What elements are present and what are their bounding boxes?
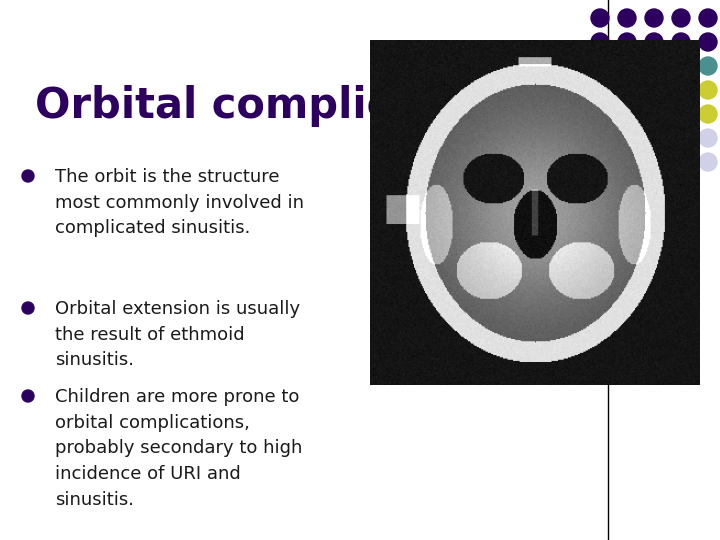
Circle shape <box>591 105 609 123</box>
Text: Children are more prone to
orbital complications,
probably secondary to high
inc: Children are more prone to orbital compl… <box>55 388 302 509</box>
Circle shape <box>699 57 717 75</box>
Circle shape <box>618 33 636 51</box>
Circle shape <box>591 33 609 51</box>
Circle shape <box>618 177 636 195</box>
Text: The orbit is the structure
most commonly involved in
complicated sinusitis.: The orbit is the structure most commonly… <box>55 168 304 238</box>
Circle shape <box>618 81 636 99</box>
Circle shape <box>699 153 717 171</box>
Circle shape <box>618 105 636 123</box>
Circle shape <box>22 170 34 182</box>
Circle shape <box>699 9 717 27</box>
Circle shape <box>672 33 690 51</box>
Circle shape <box>672 9 690 27</box>
Circle shape <box>672 153 690 171</box>
Circle shape <box>645 81 663 99</box>
Circle shape <box>591 177 609 195</box>
Circle shape <box>591 9 609 27</box>
Circle shape <box>672 129 690 147</box>
Circle shape <box>672 177 690 195</box>
Circle shape <box>699 105 717 123</box>
Circle shape <box>591 201 609 219</box>
Circle shape <box>618 9 636 27</box>
Circle shape <box>618 201 636 219</box>
Circle shape <box>645 153 663 171</box>
Circle shape <box>618 57 636 75</box>
Circle shape <box>618 153 636 171</box>
Circle shape <box>699 129 717 147</box>
Circle shape <box>618 129 636 147</box>
Circle shape <box>591 153 609 171</box>
Circle shape <box>22 302 34 314</box>
Circle shape <box>645 33 663 51</box>
Circle shape <box>645 177 663 195</box>
Circle shape <box>672 81 690 99</box>
Circle shape <box>699 81 717 99</box>
Circle shape <box>672 105 690 123</box>
Circle shape <box>645 129 663 147</box>
Text: Orbital complications: Orbital complications <box>35 85 536 127</box>
Circle shape <box>645 9 663 27</box>
Text: Orbital extension is usually
the result of ethmoid
sinusitis.: Orbital extension is usually the result … <box>55 300 300 369</box>
Circle shape <box>645 105 663 123</box>
Circle shape <box>645 57 663 75</box>
Circle shape <box>591 57 609 75</box>
Circle shape <box>591 129 609 147</box>
Circle shape <box>672 57 690 75</box>
Circle shape <box>22 390 34 402</box>
Circle shape <box>591 81 609 99</box>
Circle shape <box>699 33 717 51</box>
